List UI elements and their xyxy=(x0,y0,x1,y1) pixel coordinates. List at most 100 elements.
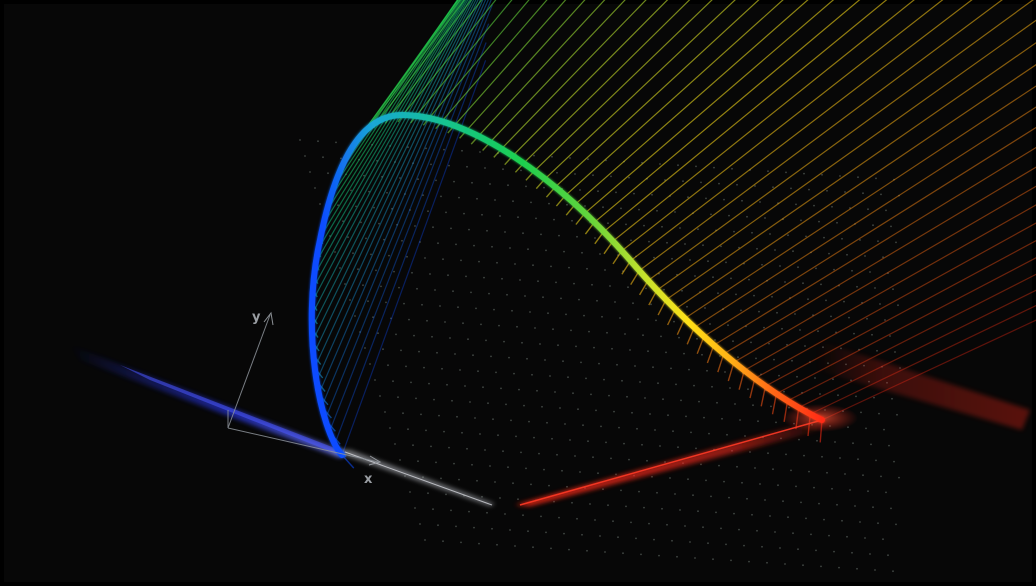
grid-dot xyxy=(420,413,422,416)
grid-dot xyxy=(564,423,566,425)
grid-dot xyxy=(677,164,679,167)
grid-dot xyxy=(857,458,859,461)
grid-dot xyxy=(792,532,794,535)
grid-dot xyxy=(510,419,512,422)
grid-dot xyxy=(882,256,884,259)
grid-dot xyxy=(693,384,695,387)
grid-dot xyxy=(498,324,500,327)
grid-dot xyxy=(475,307,477,310)
grid-dot xyxy=(795,485,797,488)
grid-dot xyxy=(710,213,712,216)
grid-dot xyxy=(391,207,393,210)
grid-dot xyxy=(565,313,567,316)
grid-dot xyxy=(878,412,880,415)
spectral-ray xyxy=(501,0,647,150)
grid-dot xyxy=(433,398,435,401)
grid-dot xyxy=(722,308,724,311)
grid-dot xyxy=(853,332,855,335)
grid-dot xyxy=(705,479,707,482)
grid-dot xyxy=(458,478,460,481)
grid-dot xyxy=(864,537,866,539)
grid-dot xyxy=(432,508,434,511)
grid-dot xyxy=(748,278,750,281)
grid-dot xyxy=(597,472,599,475)
grid-dot xyxy=(679,509,681,511)
grid-dot xyxy=(801,391,803,394)
grid-dot xyxy=(442,540,444,543)
grid-dot xyxy=(620,207,622,210)
grid-dot xyxy=(463,212,465,215)
grid-dot xyxy=(676,555,678,558)
spectral-ray-inner xyxy=(760,385,767,407)
spectral-ray xyxy=(754,222,1036,379)
grid-dot xyxy=(489,183,491,185)
grid-dot xyxy=(509,529,511,531)
grid-dot xyxy=(779,265,781,267)
grid-dot xyxy=(423,366,425,369)
grid-dot xyxy=(455,525,457,528)
grid-dot xyxy=(424,257,426,259)
grid-dot xyxy=(660,335,662,338)
grid-dot xyxy=(497,434,499,437)
y-axis-label: y xyxy=(252,310,261,325)
grid-dot xyxy=(360,221,362,224)
grid-dot xyxy=(610,457,612,460)
grid-dot xyxy=(877,522,879,525)
grid-dot xyxy=(743,544,745,547)
grid-dot xyxy=(653,256,655,259)
grid-dot xyxy=(504,513,506,515)
spectral-ray xyxy=(544,0,736,180)
spectral-ray xyxy=(312,0,482,355)
grid-dot xyxy=(553,218,555,221)
grid-dot xyxy=(389,145,391,147)
grid-dot xyxy=(560,297,562,300)
spectral-ray xyxy=(612,0,915,242)
grid-dot xyxy=(314,187,316,189)
grid-dot xyxy=(697,510,699,513)
grid-dot xyxy=(654,429,656,431)
grid-dot xyxy=(553,500,555,503)
grid-dot xyxy=(737,356,739,359)
grid-dot xyxy=(819,393,821,395)
grid-dot xyxy=(641,443,643,446)
grid-dot xyxy=(823,236,825,239)
spectral-ray xyxy=(523,0,691,164)
grid-dot xyxy=(803,172,805,175)
grid-dot xyxy=(728,214,730,217)
grid-dot xyxy=(405,365,407,368)
grid-dot xyxy=(574,173,576,175)
grid-dot xyxy=(659,445,661,447)
grid-dot xyxy=(569,439,571,441)
spectral-ray-inner xyxy=(771,393,778,415)
grid-dot xyxy=(431,335,433,338)
grid-dot xyxy=(797,266,799,269)
grid-dot xyxy=(581,533,583,536)
grid-dot xyxy=(389,427,391,429)
grid-dot xyxy=(639,381,641,383)
grid-dot xyxy=(383,238,385,241)
grid-dot xyxy=(661,225,663,228)
grid-dot xyxy=(599,535,601,537)
grid-dot xyxy=(483,276,485,279)
spectral-ray xyxy=(428,0,530,119)
spectral-ray xyxy=(603,0,888,233)
grid-dot xyxy=(538,452,540,455)
grid-dot xyxy=(501,277,503,280)
grid-dot xyxy=(648,240,650,243)
grid-dot xyxy=(656,491,658,494)
spectral-ray xyxy=(314,0,484,369)
grid-dot xyxy=(706,369,708,372)
grid-dot xyxy=(486,511,488,514)
grid-dot xyxy=(856,567,858,570)
grid-dot xyxy=(487,402,489,405)
grid-dot xyxy=(756,529,758,532)
grid-dot xyxy=(614,301,616,303)
grid-dot xyxy=(493,308,495,311)
grid-dot xyxy=(707,542,709,545)
grid-dot xyxy=(700,181,702,184)
spectral-ray xyxy=(415,0,513,117)
grid-dot xyxy=(831,487,833,490)
grid-dot xyxy=(816,439,818,442)
spectral-ray xyxy=(466,0,586,131)
grid-dot xyxy=(558,516,560,519)
